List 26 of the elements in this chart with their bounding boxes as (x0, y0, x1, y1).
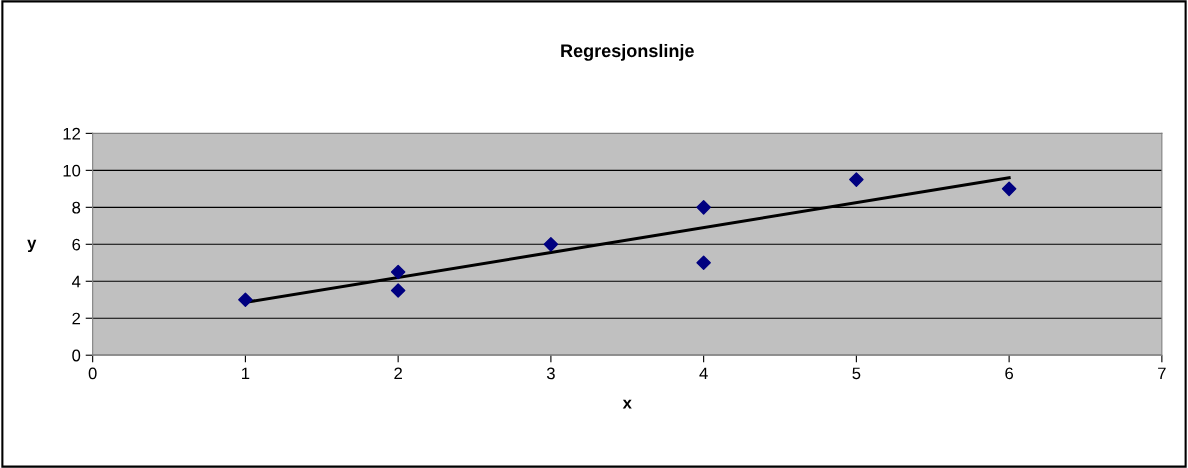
point (390, 283, 406, 298)
y-tick-label: 12 (63, 127, 81, 140)
y-tick-label: 6 (72, 238, 81, 251)
x-tick-label: 4 (699, 367, 708, 380)
point (390, 264, 406, 280)
point (849, 172, 864, 187)
point (696, 255, 711, 271)
chart-title: Regresjonslinje (561, 43, 694, 61)
x-tick-label: 7 (1158, 367, 1166, 380)
y-tick-label: 4 (71, 275, 81, 288)
y-tick-label: 10 (63, 164, 81, 177)
x-axis-title: x (622, 399, 632, 409)
x-tick-label: 2 (394, 367, 402, 380)
x-tick-label: 0 (88, 367, 97, 380)
point (1001, 181, 1017, 197)
point (696, 200, 711, 215)
point (543, 237, 559, 252)
x-tick-label: 1 (242, 367, 250, 380)
x-tick-label: 3 (546, 367, 555, 380)
y-tick-label: 0 (72, 349, 81, 362)
y-tick-label: 8 (72, 201, 81, 214)
x-tick-label: 5 (852, 367, 861, 380)
x-tick-label: 6 (1005, 367, 1014, 380)
y-axis-title: y (27, 239, 37, 253)
y-tick-label: 2 (72, 312, 81, 325)
point (238, 292, 253, 308)
